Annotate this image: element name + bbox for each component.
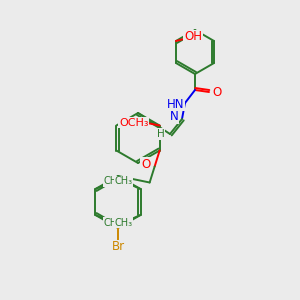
Text: H: H — [157, 129, 165, 139]
Text: OCH₃: OCH₃ — [119, 118, 148, 128]
Text: O: O — [212, 85, 222, 98]
Text: O: O — [141, 158, 150, 171]
Text: Br: Br — [111, 241, 124, 254]
Text: CH₃: CH₃ — [114, 218, 133, 228]
Text: CH₃: CH₃ — [103, 176, 122, 186]
Text: HN: HN — [167, 98, 185, 110]
Text: CH₃: CH₃ — [114, 176, 133, 186]
Text: N: N — [169, 110, 178, 124]
Text: OH: OH — [184, 31, 202, 44]
Text: CH₃: CH₃ — [103, 218, 122, 228]
